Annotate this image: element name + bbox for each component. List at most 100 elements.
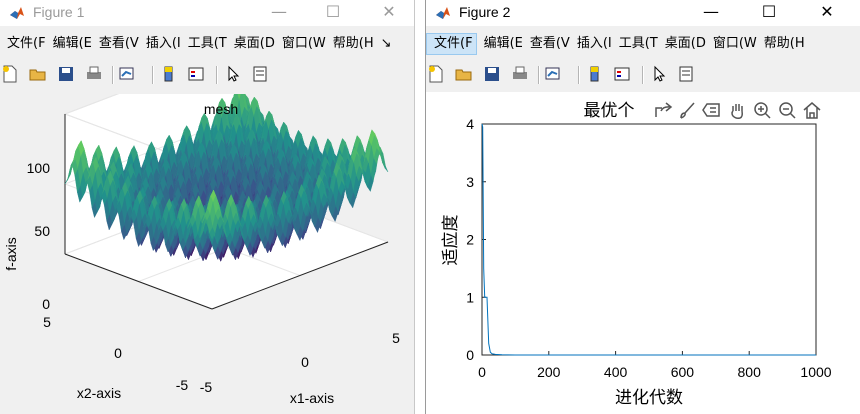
close-button[interactable]: ✕ xyxy=(382,2,396,21)
fitness-axes xyxy=(481,123,817,356)
zoom-in-icon[interactable] xyxy=(754,102,771,119)
x-tick-label: 400 xyxy=(604,364,628,380)
menu-item-6[interactable]: 窗口(W xyxy=(712,36,757,51)
minimize-button[interactable]: — xyxy=(703,2,719,21)
save-icon[interactable] xyxy=(57,65,75,83)
new-figure-icon[interactable] xyxy=(1,65,19,83)
menu-item-3[interactable]: 插入(I xyxy=(145,36,181,51)
mesh-surface xyxy=(64,79,389,262)
close-button[interactable]: ✕ xyxy=(820,2,834,21)
menu-item-0[interactable]: 文件(F xyxy=(7,36,46,51)
menu-item-7[interactable]: 帮助(H xyxy=(332,36,374,51)
save-icon[interactable] xyxy=(483,65,501,83)
menu-item-1[interactable]: 编辑(E xyxy=(52,36,92,51)
mesh-x1tick: 0 xyxy=(301,354,309,370)
mesh-ztick: 100 xyxy=(27,160,51,176)
mesh-x1tick: 5 xyxy=(392,330,400,346)
x-tick-label: 1000 xyxy=(800,364,831,380)
y-tick-label: 4 xyxy=(466,116,474,132)
mesh-ylabel: x2-axis xyxy=(77,385,121,401)
toolbar-separator xyxy=(112,66,114,84)
open-file-icon[interactable] xyxy=(29,65,47,83)
y-tick-label: 0 xyxy=(466,347,474,363)
toolbar-separator xyxy=(642,66,644,84)
figure2-menubar: 文件(F 编辑(E 查看(V 插入(I 工具(T 桌面(D 窗口(W 帮助(H xyxy=(426,33,860,57)
insert-colorbar-icon[interactable] xyxy=(586,65,604,83)
menu-item-5[interactable]: 桌面(D xyxy=(664,36,706,51)
mesh-x1tick: -5 xyxy=(200,379,213,395)
export-icon[interactable] xyxy=(655,102,673,117)
mesh-ztick: 50 xyxy=(34,223,50,239)
mesh-xlabel: x1-axis xyxy=(290,390,334,406)
menu-item-1[interactable]: 编辑(E xyxy=(483,36,523,51)
print-icon[interactable] xyxy=(511,65,529,83)
y-tick-label: 3 xyxy=(466,174,474,190)
y-tick-label: 1 xyxy=(466,289,474,305)
menu-item-5[interactable]: 桌面(D xyxy=(233,36,275,51)
menu-item-7[interactable]: 帮助(H xyxy=(763,36,805,51)
figure1-canvas: mesh f-axis x1-axis x2-axis 100 50 0 -5 0 5 5 0 -5 xyxy=(0,46,414,414)
x-tick-label: 200 xyxy=(537,364,561,380)
edit-plot-icon[interactable] xyxy=(224,65,242,83)
figure1-titlebar[interactable]: Figure 1 — ☐ ✕ xyxy=(0,0,414,26)
toolbar-separator xyxy=(152,66,154,84)
figure2-titlebar[interactable]: Figure 2 — ☐ ✕ xyxy=(426,0,860,26)
mesh-zlabel: f-axis xyxy=(3,237,19,270)
x-tick-label: 800 xyxy=(738,364,762,380)
link-plot-icon[interactable] xyxy=(544,65,562,83)
x-tick-label: 600 xyxy=(671,364,695,380)
zoom-out-icon[interactable] xyxy=(779,102,796,119)
mesh-x2tick: 5 xyxy=(43,314,51,330)
home-icon[interactable] xyxy=(803,102,821,119)
property-inspector-icon[interactable] xyxy=(677,65,695,83)
maximize-button[interactable]: ☐ xyxy=(761,2,777,21)
mesh-title: mesh xyxy=(204,101,238,117)
brush-icon[interactable] xyxy=(680,102,695,119)
edit-plot-icon[interactable] xyxy=(650,65,668,83)
toolbar-separator xyxy=(578,66,580,84)
toolbar-separator xyxy=(216,66,218,84)
insert-legend-icon[interactable] xyxy=(613,65,631,83)
maximize-button[interactable]: ☐ xyxy=(325,2,341,21)
property-inspector-icon[interactable] xyxy=(251,65,269,83)
data-tips-icon[interactable] xyxy=(702,103,720,117)
menu-item-6[interactable]: 窗口(W xyxy=(281,36,326,51)
mesh-x2tick: -5 xyxy=(176,377,189,393)
fitness-series-line xyxy=(481,123,816,356)
figure1-toolbar xyxy=(0,61,414,89)
fitness-ylabel: 适应度 xyxy=(441,215,460,266)
new-figure-icon[interactable] xyxy=(427,65,445,83)
matlab-logo-icon xyxy=(436,7,450,19)
insert-legend-icon[interactable] xyxy=(187,65,205,83)
figure2-canvas: 0 200 400 600 800 1000 0 1 2 3 4 最优个进化代数 适应度 xyxy=(426,92,860,414)
mesh-ztick: 0 xyxy=(42,296,50,312)
figure2-window: Figure 2 — ☐ ✕ 文件(F 编辑(E 查看(V 插入(I 工具(T 桌面(D 窗… xyxy=(425,0,860,414)
link-plot-icon[interactable] xyxy=(118,65,136,83)
figure2-toolbar xyxy=(426,61,860,89)
fitness-title: 最优个 xyxy=(584,101,635,120)
menu-item-4[interactable]: 工具(T xyxy=(187,36,227,51)
mesh-x2tick: 0 xyxy=(114,345,122,361)
insert-colorbar-icon[interactable] xyxy=(160,65,178,83)
menu-item-2[interactable]: 查看(V xyxy=(98,36,139,51)
menu-item-3[interactable]: 插入(I xyxy=(576,36,612,51)
figure2-title: Figure 2 xyxy=(459,4,511,20)
menu-item-8[interactable]: ↘ xyxy=(380,36,392,51)
fitness-xlabel: 进化代数 xyxy=(615,388,683,407)
open-file-icon[interactable] xyxy=(455,65,473,83)
menu-item-4[interactable]: 工具(T xyxy=(618,36,658,51)
x-tick-label: 0 xyxy=(478,364,486,380)
figure1-menubar: 文件(F 编辑(E 查看(V 插入(I 工具(T 桌面(D 窗口(W 帮助(H ↘ xyxy=(0,33,414,57)
toolbar-separator xyxy=(538,66,540,84)
minimize-button[interactable]: — xyxy=(271,2,287,21)
menu-item-2[interactable]: 查看(V xyxy=(529,36,570,51)
figure1-title: Figure 1 xyxy=(33,4,85,20)
figure1-window: Figure 1 — ☐ ✕ 文件(F 编辑(E 查看(V 插入(I 工具(T 桌面(D 窗… xyxy=(0,0,415,414)
y-tick-label: 2 xyxy=(466,232,474,248)
matlab-logo-icon xyxy=(10,7,24,19)
print-icon[interactable] xyxy=(85,65,103,83)
menu-item-0[interactable]: 文件(F xyxy=(426,33,477,55)
pan-icon[interactable] xyxy=(731,104,743,119)
